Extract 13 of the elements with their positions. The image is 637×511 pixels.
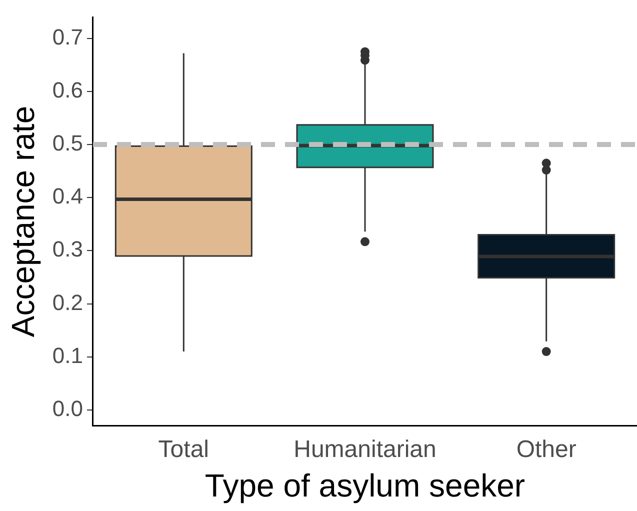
y-tick-label: 0.6 — [52, 78, 83, 103]
y-tick-label: 0.1 — [52, 342, 83, 368]
y-tick-label: 0.2 — [52, 290, 83, 315]
y-tick-label: 0.0 — [52, 396, 83, 421]
y-tick-label: 0.3 — [52, 236, 83, 262]
y-tick-label: 0.7 — [52, 24, 83, 50]
y-axis-title: Acceptance rate — [5, 106, 42, 338]
x-tick-label: Total — [158, 436, 210, 463]
y-tick-label: 0.4 — [52, 184, 83, 209]
x-tick-label: Humanitarian — [294, 436, 436, 463]
x-tick-label: Other — [516, 436, 576, 463]
y-tick-label: 0.5 — [52, 130, 83, 156]
x-axis-title: Type of asylum seeker — [204, 468, 526, 504]
